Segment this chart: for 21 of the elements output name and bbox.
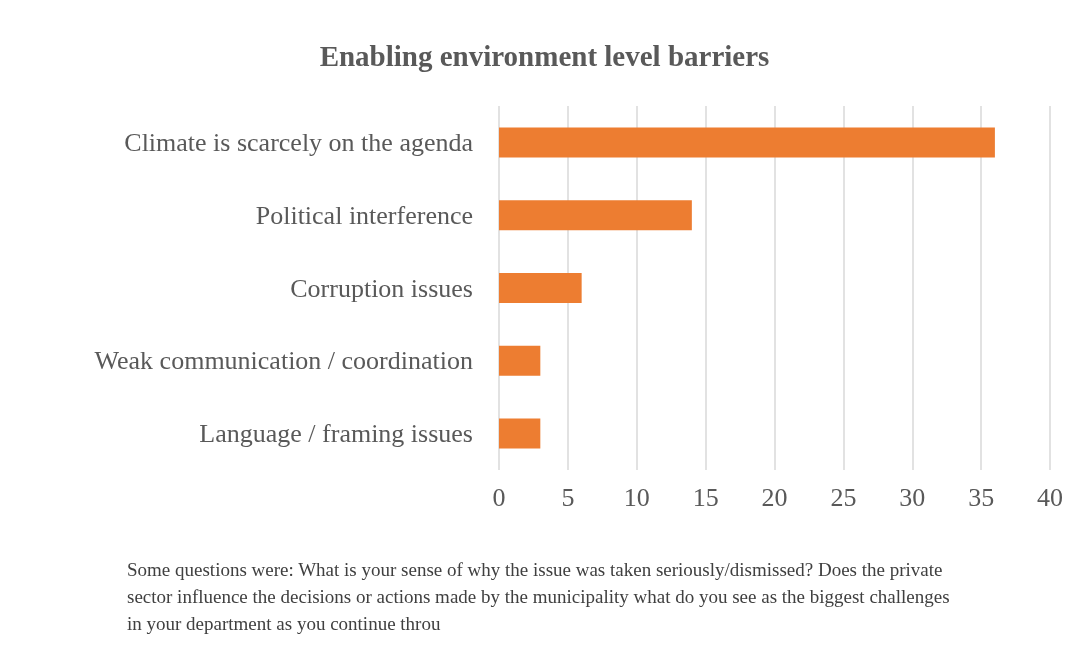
x-tick-label: 25 xyxy=(830,482,857,512)
bar xyxy=(499,418,541,449)
x-tick-label: 35 xyxy=(968,482,995,512)
y-tick-label: Political interference xyxy=(255,200,473,230)
bar xyxy=(499,127,995,158)
y-tick-label: Language / framing issues xyxy=(199,419,473,449)
x-tick-label: 15 xyxy=(692,482,719,512)
y-tick-label: Corruption issues xyxy=(290,273,473,303)
x-tick-label: 40 xyxy=(1037,482,1063,512)
bar xyxy=(499,200,692,231)
x-tick-label: 5 xyxy=(561,482,575,512)
x-tick-label: 30 xyxy=(899,482,926,512)
chart-title: Enabling environment level barriers xyxy=(319,39,770,72)
text: Some questions were: What is your sense of why the issue was taken seriously/dismissed? Does the private sector influence the decisions or actions made by the municipality what do you see as the biggest challenges in your department as you continue throu xyxy=(127,559,955,634)
x-tick-label: 0 xyxy=(492,482,506,512)
x-tick-label: 20 xyxy=(761,482,788,512)
bar xyxy=(499,273,582,303)
y-tick-label: Weak communication / coordination xyxy=(94,346,473,376)
x-tick-label: 10 xyxy=(623,482,650,512)
y-tick-label: Climate is scarcely on the agenda xyxy=(124,127,474,157)
bar xyxy=(499,345,541,376)
